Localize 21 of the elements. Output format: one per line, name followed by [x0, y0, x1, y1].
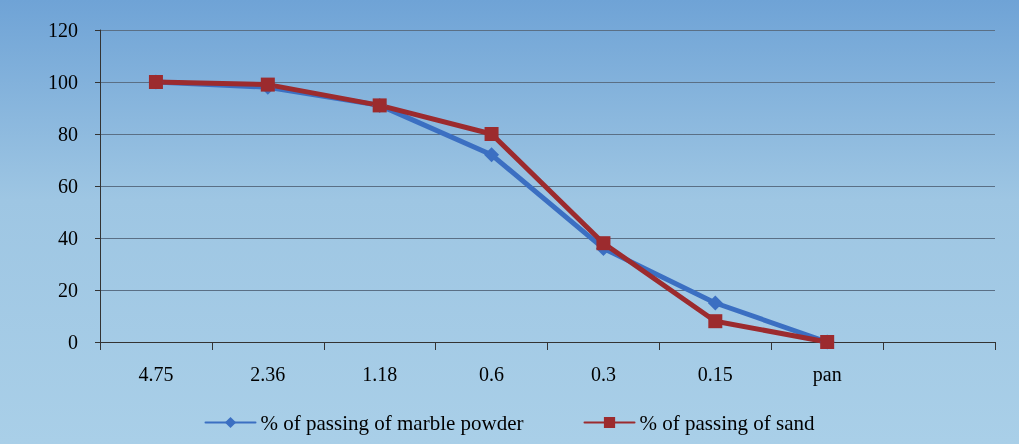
y-tick-label: 0 [68, 331, 78, 353]
legend-label: % of passing of sand [639, 410, 815, 435]
point [484, 127, 499, 141]
y-tick-label: 40 [58, 227, 78, 249]
point [708, 314, 723, 329]
y-tick-label: 60 [58, 175, 78, 197]
x-tick-label: 1.18 [362, 363, 398, 385]
point [707, 295, 723, 311]
x-tick-label: pan [812, 363, 842, 386]
x-tick-label: 4.75 [138, 363, 174, 385]
x-tick-label: 0.15 [697, 363, 733, 385]
legend-label: % of passing of marble powder [260, 410, 524, 435]
y-tick-label: 120 [48, 19, 78, 41]
x-tick-label: 2.36 [250, 363, 286, 385]
x-tick-label: 0.6 [479, 363, 505, 385]
point [596, 236, 611, 251]
y-tick-label: 100 [48, 71, 78, 93]
y-tick-label: 80 [58, 123, 78, 145]
x-tick-label: 0.3 [590, 363, 616, 385]
y-tick-label: 20 [58, 279, 78, 301]
point [484, 147, 500, 163]
